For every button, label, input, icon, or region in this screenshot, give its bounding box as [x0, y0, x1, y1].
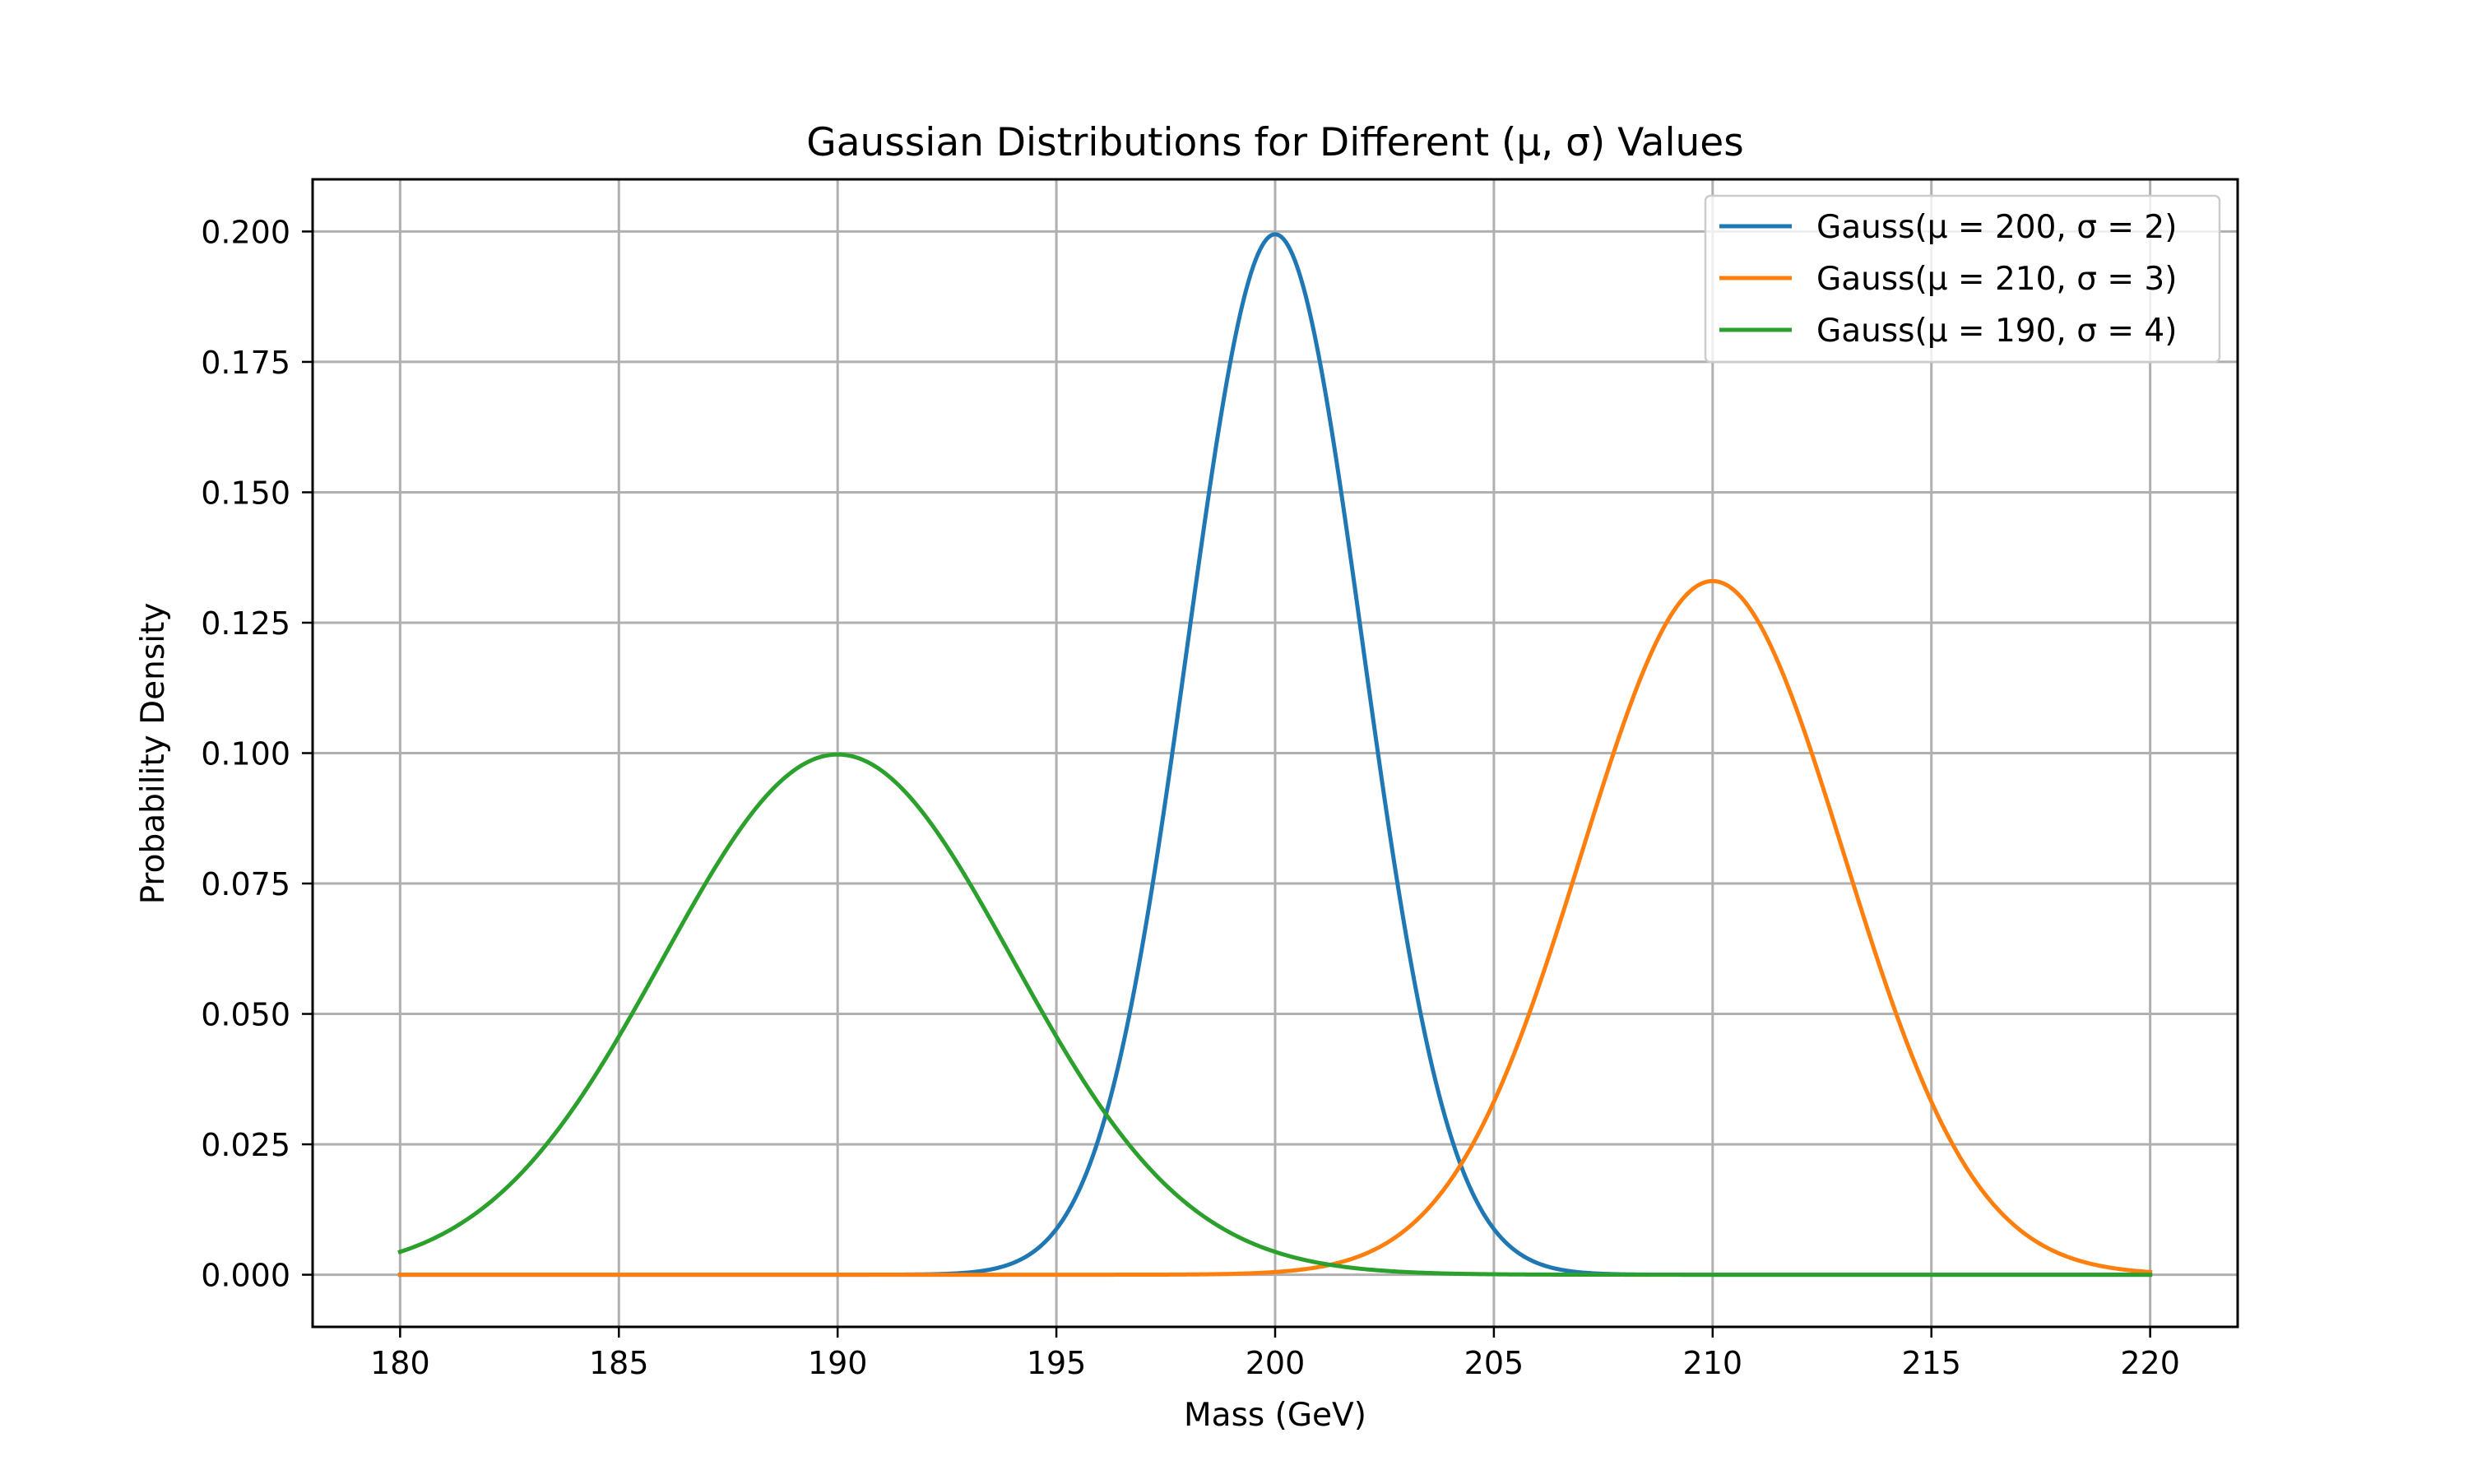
- y-tick-label: 0.075: [201, 866, 290, 902]
- x-axis-ticks: 180 185 190 195 200 205 210 215 220: [370, 1327, 2180, 1381]
- x-tick-label: 210: [1683, 1345, 1743, 1381]
- x-tick-label: 200: [1246, 1345, 1306, 1381]
- legend: Gauss(μ = 200, σ = 2) Gauss(μ = 210, σ = …: [1704, 194, 2221, 364]
- y-tick-label: 0.025: [201, 1127, 290, 1163]
- y-tick-label: 0.200: [201, 214, 290, 250]
- series-line: [397, 578, 2153, 1278]
- y-tick-label: 0.125: [201, 605, 290, 642]
- x-tick-label: 205: [1464, 1345, 1524, 1381]
- x-tick-label: 195: [1027, 1345, 1087, 1381]
- legend-box: [1704, 194, 2221, 364]
- legend-label: Gauss(μ = 200, σ = 2): [1816, 209, 2177, 246]
- series-lines: [397, 232, 2153, 1278]
- y-axis-ticks: 0.000 0.025 0.050 0.075 0.100 0.125 0.150 0.175…: [201, 214, 313, 1294]
- y-tick-label: 0.050: [201, 997, 290, 1033]
- y-tick-label: 0.150: [201, 475, 290, 511]
- legend-label: Gauss(μ = 190, σ = 4): [1816, 313, 2177, 350]
- chart-title: Gaussian Distributions for Different (μ,…: [806, 120, 1743, 165]
- y-axis-label: Probability Density: [135, 603, 172, 905]
- y-tick-label: 0.100: [201, 736, 290, 772]
- x-tick-label: 185: [589, 1345, 649, 1381]
- x-axis-label: Mass (GeV): [1184, 1397, 1366, 1434]
- x-tick-label: 180: [370, 1345, 430, 1381]
- series-line: [397, 752, 2153, 1278]
- x-tick-label: 190: [808, 1345, 868, 1381]
- legend-label: Gauss(μ = 210, σ = 3): [1816, 261, 2177, 298]
- x-tick-label: 215: [1901, 1345, 1961, 1381]
- x-tick-label: 220: [2120, 1345, 2180, 1381]
- y-tick-label: 0.175: [201, 345, 290, 381]
- y-tick-label: 0.000: [201, 1258, 290, 1294]
